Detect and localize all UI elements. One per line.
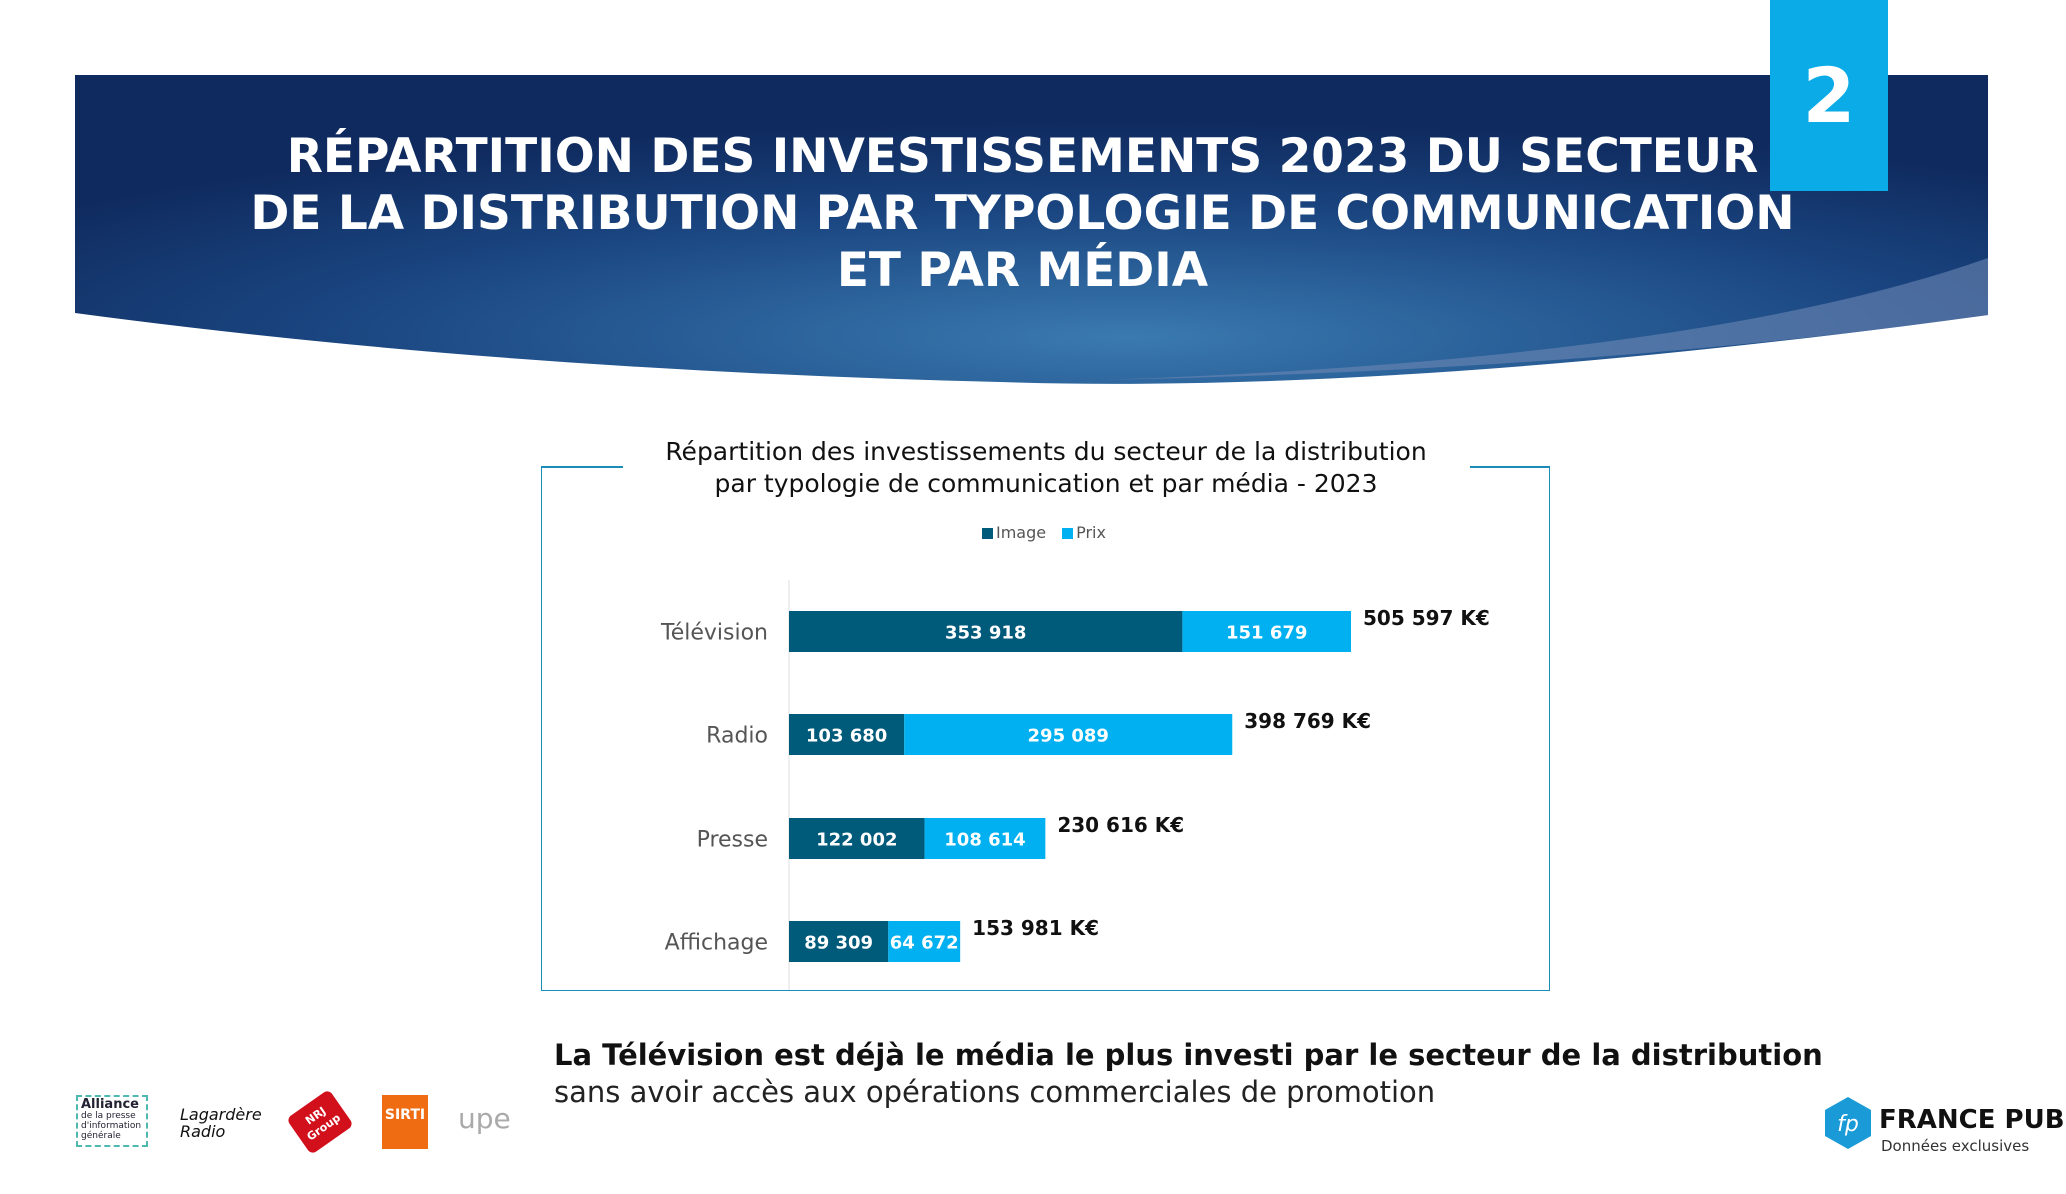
category-label: Affichage bbox=[665, 931, 768, 956]
brand-tagline: Données exclusives bbox=[1881, 1137, 2030, 1155]
chart-title-line: Répartition des investissements du secte… bbox=[665, 437, 1427, 466]
bar-segment-image bbox=[789, 611, 1183, 652]
data-label: 122 002 bbox=[816, 830, 897, 851]
legend-item-prix: Prix bbox=[1062, 523, 1106, 542]
data-label: 295 089 bbox=[1028, 726, 1109, 747]
title-banner bbox=[75, 75, 1988, 384]
data-label: 353 918 bbox=[945, 623, 1026, 644]
legend-label: Image bbox=[996, 523, 1047, 542]
chart-frame bbox=[541, 467, 1550, 991]
bar-segment-image bbox=[789, 714, 905, 755]
slide-number-badge: 2 bbox=[1770, 0, 1888, 191]
france-pub-icon: fp bbox=[1825, 1097, 1871, 1149]
title-line: RÉPARTITION DES INVESTISSEMENTS 2023 DU … bbox=[286, 129, 1759, 184]
legend-swatch bbox=[1062, 528, 1074, 539]
lagardere-logo: Lagardère Radio bbox=[180, 1105, 262, 1141]
total-label: 153 981 K€ bbox=[972, 916, 1099, 940]
bar-segment-prix bbox=[904, 714, 1233, 755]
alliance-logo: Alliance de la presse d'information génér… bbox=[76, 1095, 148, 1147]
title-line: DE LA DISTRIBUTION PAR TYPOLOGIE DE COMM… bbox=[250, 186, 1795, 241]
brand-name: FRANCE PUB bbox=[1879, 1105, 2065, 1135]
category-label: Radio bbox=[706, 724, 768, 749]
data-label: 103 680 bbox=[806, 726, 887, 747]
france-pub-logo: fp FRANCE PUB Données exclusives bbox=[1823, 1095, 2065, 1155]
chart-legend: Image Prix bbox=[982, 523, 1106, 542]
bar-segment-image bbox=[789, 921, 889, 962]
chart-title-line: par typologie de communication et par mé… bbox=[714, 469, 1378, 498]
data-label: 108 614 bbox=[944, 830, 1025, 851]
title-line: ET PAR MÉDIA bbox=[836, 243, 1209, 298]
data-label: 89 309 bbox=[804, 933, 873, 954]
total-label: 398 769 K€ bbox=[1244, 709, 1371, 733]
bar-segment-prix bbox=[924, 818, 1046, 859]
total-label: 230 616 K€ bbox=[1057, 813, 1184, 837]
frame-divider bbox=[541, 466, 623, 468]
legend-item-image: Image bbox=[982, 523, 1046, 542]
legend-swatch bbox=[982, 528, 993, 539]
data-label: 64 672 bbox=[890, 933, 959, 954]
legend-label: Prix bbox=[1076, 523, 1106, 542]
category-label: Presse bbox=[697, 828, 768, 853]
chart-title: Répartition des investissements du secte… bbox=[541, 436, 1551, 500]
bar-segment-prix bbox=[888, 921, 961, 962]
page-title: RÉPARTITION DES INVESTISSEMENTS 2023 DU … bbox=[150, 128, 1895, 299]
upe-logo: upe bbox=[458, 1102, 511, 1135]
subline-note: sans avoir accès aux opérations commerci… bbox=[554, 1075, 1436, 1109]
data-label: 151 679 bbox=[1226, 623, 1307, 644]
sirti-logo: SIRTI bbox=[382, 1095, 428, 1149]
category-label: Télévision bbox=[660, 621, 768, 646]
bar-segment-prix bbox=[1182, 611, 1351, 652]
svg-text:fp: fp bbox=[1837, 1112, 1859, 1137]
total-label: 505 597 K€ bbox=[1363, 606, 1490, 630]
bar-segment-image bbox=[789, 818, 925, 859]
frame-divider bbox=[1470, 466, 1550, 468]
headline-note: La Télévision est déjà le média le plus … bbox=[554, 1038, 1823, 1072]
